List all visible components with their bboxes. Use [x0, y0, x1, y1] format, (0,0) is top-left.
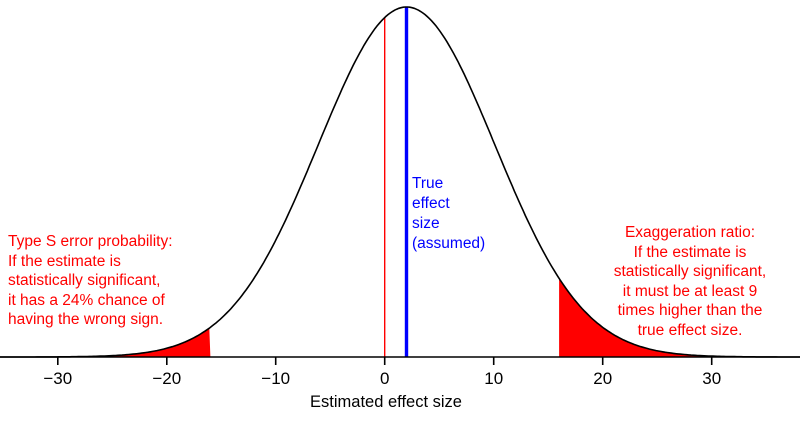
- x-tick-label: −10: [261, 369, 290, 388]
- x-tick-label: 0: [380, 369, 389, 388]
- true-effect-label: True effect size (assumed): [412, 175, 486, 252]
- right-tail-shade: [559, 278, 800, 357]
- x-tick-label: −30: [43, 369, 72, 388]
- x-axis-title: Estimated effect size: [310, 393, 462, 411]
- density-curve: [0, 6, 800, 358]
- left-tail-shade: [0, 328, 211, 357]
- x-tick-label: 10: [484, 369, 503, 388]
- type-s-annotation: Type S error probability: If the estimat…: [8, 233, 173, 328]
- x-tick-label: 30: [702, 369, 721, 388]
- x-tick-label: 20: [593, 369, 612, 388]
- x-tick-label: −20: [152, 369, 181, 388]
- exaggeration-annotation: Exaggeration ratio: If the estimate is s…: [613, 224, 767, 339]
